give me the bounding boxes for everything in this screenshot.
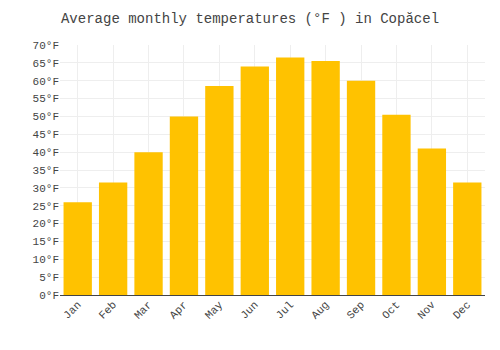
svg-text:Nov: Nov: [415, 299, 438, 322]
svg-text:Feb: Feb: [97, 299, 119, 321]
svg-text:Aug: Aug: [309, 299, 331, 321]
svg-text:5°F: 5°F: [39, 272, 59, 284]
svg-text:Dec: Dec: [451, 299, 473, 321]
svg-text:70°F: 70°F: [33, 40, 59, 52]
svg-text:Jun: Jun: [238, 299, 260, 321]
svg-text:Average monthly temperatures (: Average monthly temperatures (°F ) in Co…: [61, 11, 439, 27]
svg-text:45°F: 45°F: [33, 129, 59, 141]
svg-text:May: May: [203, 299, 226, 322]
svg-text:40°F: 40°F: [33, 147, 59, 159]
svg-text:15°F: 15°F: [33, 236, 59, 248]
svg-text:10°F: 10°F: [33, 254, 59, 266]
svg-text:Jan: Jan: [61, 299, 83, 321]
svg-text:55°F: 55°F: [33, 93, 59, 105]
svg-text:65°F: 65°F: [33, 58, 59, 70]
svg-text:35°F: 35°F: [33, 165, 59, 177]
svg-text:Jul: Jul: [274, 299, 296, 321]
svg-text:60°F: 60°F: [33, 76, 59, 88]
svg-text:25°F: 25°F: [33, 201, 59, 213]
svg-text:Mar: Mar: [132, 299, 154, 321]
svg-text:0°F: 0°F: [39, 290, 59, 302]
svg-text:Apr: Apr: [167, 299, 189, 321]
svg-text:Sep: Sep: [345, 299, 367, 321]
svg-text:30°F: 30°F: [33, 183, 59, 195]
svg-text:50°F: 50°F: [33, 111, 59, 123]
svg-text:Oct: Oct: [380, 299, 402, 321]
svg-text:20°F: 20°F: [33, 218, 59, 230]
